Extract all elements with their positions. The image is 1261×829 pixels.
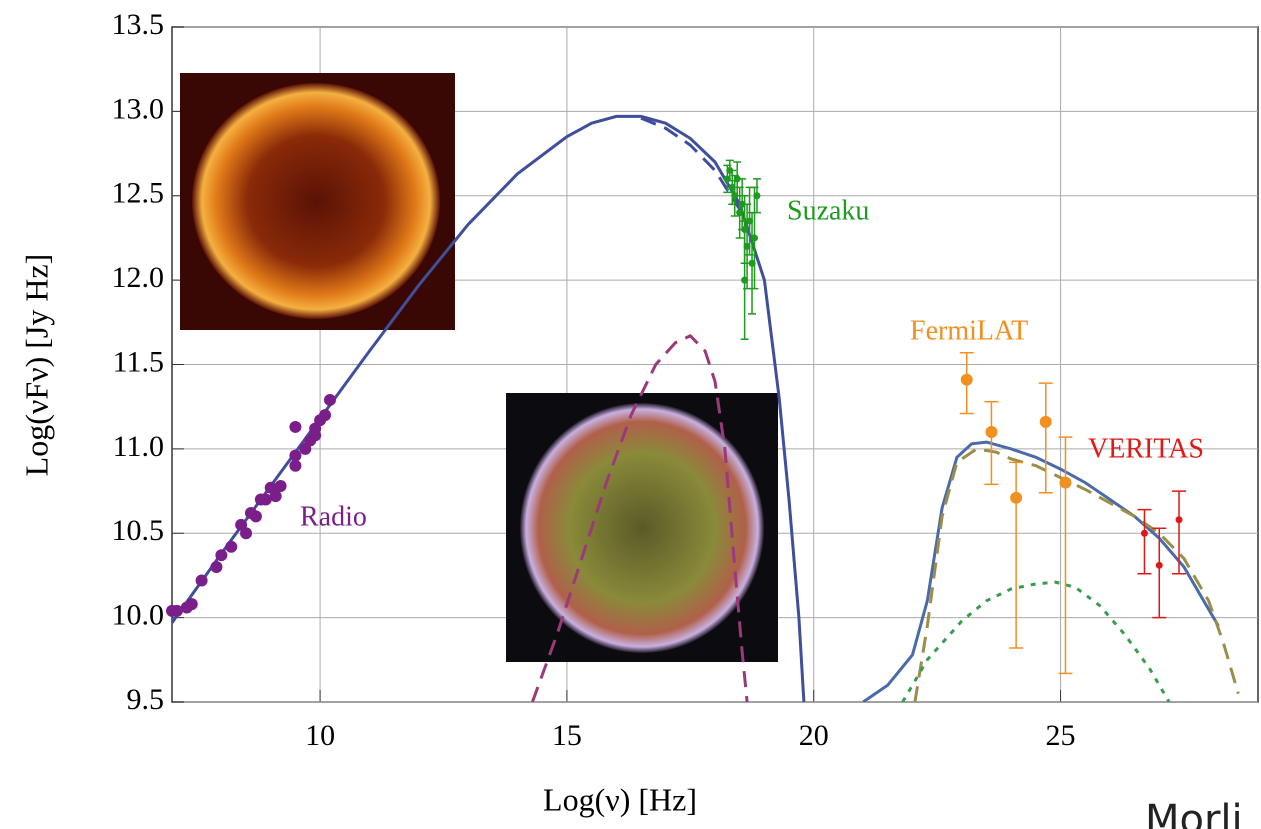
data-point [289, 450, 301, 462]
y-tick-label: 11.5 [113, 345, 164, 378]
data-point [1176, 516, 1183, 523]
data-point [751, 234, 758, 241]
data-point [250, 510, 262, 522]
y-tick-label: 13.5 [112, 8, 165, 41]
footer-text: Morli [1145, 797, 1243, 829]
data-point [324, 394, 336, 406]
data-point [210, 561, 222, 573]
x-tick-label: 20 [799, 719, 829, 752]
data-point [985, 426, 997, 438]
x-tick-label: 10 [305, 719, 335, 752]
data-point [186, 598, 198, 610]
data-point [1059, 477, 1071, 489]
data-point [1040, 416, 1052, 428]
series-label: Suzaku [787, 195, 869, 226]
data-point [319, 409, 331, 421]
y-tick-label: 12.0 [112, 261, 165, 294]
data-point [215, 549, 227, 561]
y-tick-label: 10.5 [112, 514, 165, 547]
data-point [225, 541, 237, 553]
data-point [196, 575, 208, 587]
y-tick-label: 13.0 [112, 92, 165, 125]
data-point [289, 421, 301, 433]
data-point [1010, 492, 1022, 504]
data-point [1156, 562, 1163, 569]
y-tick-label: 11.0 [113, 430, 164, 463]
data-point [741, 277, 748, 284]
data-point [753, 192, 760, 199]
data-point [1141, 530, 1148, 537]
series-label: VERITAS [1088, 433, 1204, 464]
data-point [240, 527, 252, 539]
chart: Log(ν) [Hz] Log(νFν) [Jy Hz] Morli 10 15 2… [0, 0, 1261, 829]
y-axis-label: Log(νFν) [Jy Hz] [18, 254, 54, 477]
y-tick-label: 9.5 [127, 683, 165, 716]
x-tick-label: 15 [552, 719, 582, 752]
y-tick-label: 12.5 [112, 177, 165, 210]
y-tick-label: 10.0 [112, 599, 165, 632]
inset-image [506, 393, 778, 662]
series-label: Radio [300, 501, 367, 532]
x-axis-label: Log(ν) [Hz] [543, 781, 697, 817]
data-point [961, 374, 973, 386]
x-tick-label: 25 [1046, 719, 1076, 752]
series-label: FermiLAT [910, 315, 1028, 346]
data-point [275, 480, 287, 492]
